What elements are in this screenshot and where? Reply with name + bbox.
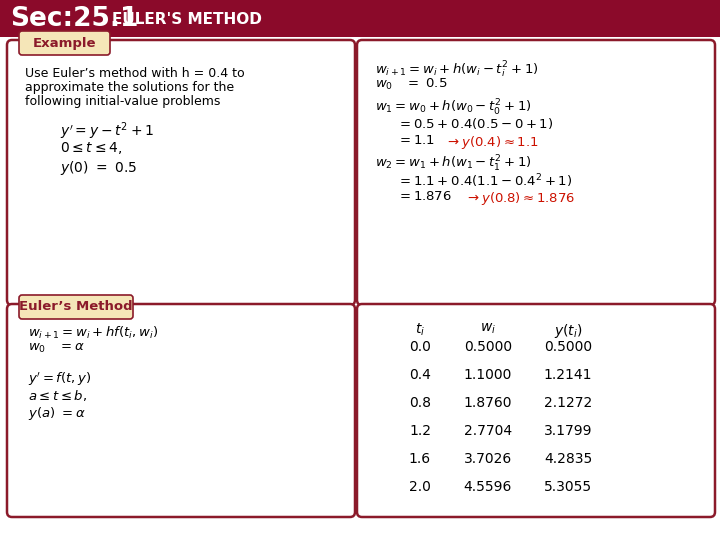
FancyBboxPatch shape — [19, 295, 133, 319]
Text: Sec:25.1: Sec:25.1 — [10, 6, 138, 32]
Text: $= 1.1 + 0.4(1.1 - 0.4^2 + 1)$: $= 1.1 + 0.4(1.1 - 0.4^2 + 1)$ — [397, 172, 572, 190]
Text: 2.7704: 2.7704 — [464, 424, 512, 438]
Text: 5.3055: 5.3055 — [544, 480, 592, 494]
FancyBboxPatch shape — [357, 304, 715, 517]
Text: 1.8760: 1.8760 — [464, 396, 512, 410]
Text: $w_2 = w_1 + h(w_1 - t_1^2 + 1)$: $w_2 = w_1 + h(w_1 - t_1^2 + 1)$ — [375, 154, 531, 174]
Text: $a \leq t \leq b,$: $a \leq t \leq b,$ — [28, 388, 87, 403]
Text: 4.2835: 4.2835 — [544, 452, 592, 466]
FancyBboxPatch shape — [7, 40, 355, 305]
Text: 1.1000: 1.1000 — [464, 368, 512, 382]
Text: 0.5000: 0.5000 — [464, 340, 512, 354]
Text: $= 0.5 + 0.4(0.5 - 0 + 1)$: $= 0.5 + 0.4(0.5 - 0 + 1)$ — [397, 116, 553, 131]
Text: 0.0: 0.0 — [409, 340, 431, 354]
Text: $w_i$: $w_i$ — [480, 322, 496, 336]
Text: $w_1 = w_0 + h(w_0 - t_0^2 + 1)$: $w_1 = w_0 + h(w_0 - t_0^2 + 1)$ — [375, 98, 531, 118]
Bar — [0, 0, 720, 37]
Text: $\rightarrow y(0.4) \approx 1.1$: $\rightarrow y(0.4) \approx 1.1$ — [445, 134, 539, 151]
Text: $y(0) \ = \ 0.5$: $y(0) \ = \ 0.5$ — [60, 159, 137, 177]
Text: 3.7026: 3.7026 — [464, 452, 512, 466]
Text: 0.8: 0.8 — [409, 396, 431, 410]
Text: following initial-value problems: following initial-value problems — [25, 95, 220, 108]
Text: $0 \leq t \leq 4,$: $0 \leq t \leq 4,$ — [60, 140, 122, 156]
Text: $y' = f(t, y)$: $y' = f(t, y)$ — [28, 370, 91, 388]
Text: Euler’s Method: Euler’s Method — [19, 300, 132, 314]
Text: $y(t_i)$: $y(t_i)$ — [554, 322, 582, 340]
Text: $w_{i+1} = w_i + h(w_i - t_i^2 + 1)$: $w_{i+1} = w_i + h(w_i - t_i^2 + 1)$ — [375, 60, 539, 80]
Text: 2.1272: 2.1272 — [544, 396, 592, 410]
Text: $w_{i+1} = w_i + hf(t_i, w_i)$: $w_{i+1} = w_i + hf(t_i, w_i)$ — [28, 325, 158, 341]
Text: 1.2141: 1.2141 — [544, 368, 593, 382]
FancyBboxPatch shape — [19, 31, 110, 55]
FancyBboxPatch shape — [7, 304, 355, 517]
Text: $w_0 \quad = \ 0.5$: $w_0 \quad = \ 0.5$ — [375, 77, 448, 92]
Text: $y' = y - t^2 + 1$: $y' = y - t^2 + 1$ — [60, 120, 154, 141]
Text: 1.2: 1.2 — [409, 424, 431, 438]
Text: $w_0 \quad = \alpha$: $w_0 \quad = \alpha$ — [28, 342, 85, 355]
FancyBboxPatch shape — [357, 40, 715, 305]
Text: approximate the solutions for the: approximate the solutions for the — [25, 81, 234, 94]
Text: Use Euler’s method with h = 0.4 to: Use Euler’s method with h = 0.4 to — [25, 67, 245, 80]
Text: 4.5596: 4.5596 — [464, 480, 512, 494]
Text: $t_i$: $t_i$ — [415, 322, 425, 339]
Text: 2.0: 2.0 — [409, 480, 431, 494]
Text: 0.4: 0.4 — [409, 368, 431, 382]
Text: 1.6: 1.6 — [409, 452, 431, 466]
Text: 0.5000: 0.5000 — [544, 340, 592, 354]
Text: EULER'S METHOD: EULER'S METHOD — [112, 11, 262, 26]
Text: $\rightarrow y(0.8) \approx 1.876$: $\rightarrow y(0.8) \approx 1.876$ — [465, 190, 575, 207]
Text: $= 1.1$: $= 1.1$ — [397, 134, 435, 147]
Text: $y(a) \ = \alpha$: $y(a) \ = \alpha$ — [28, 405, 86, 422]
Text: $= 1.876$: $= 1.876$ — [397, 190, 452, 203]
Text: Example: Example — [32, 37, 96, 50]
Text: 3.1799: 3.1799 — [544, 424, 593, 438]
